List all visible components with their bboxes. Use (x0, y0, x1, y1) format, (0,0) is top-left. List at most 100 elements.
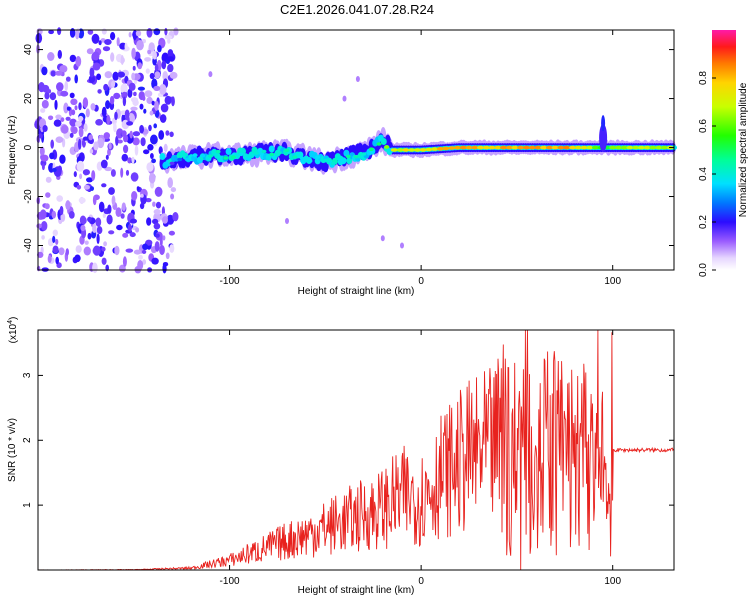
noise-speckle (60, 90, 69, 97)
noise-speckle (103, 83, 109, 91)
noise-speckle (134, 145, 139, 156)
noise-speckle (151, 158, 157, 164)
noise-speckle (101, 246, 106, 252)
noise-speckle (80, 224, 86, 232)
ridge-peak (292, 155, 298, 159)
noise-speckle (108, 142, 112, 150)
ridge-peak (511, 145, 519, 150)
noise-speckle (92, 223, 97, 233)
noise-speckle (86, 177, 93, 183)
noise-speckle (107, 148, 111, 156)
ridge-peak (246, 154, 252, 159)
noise-speckle (75, 29, 80, 40)
noise-speckle (39, 209, 47, 220)
noise-speckle (88, 134, 93, 141)
noise-speckle (50, 139, 54, 149)
noise-speckle (100, 159, 108, 169)
noise-speckle (95, 217, 102, 227)
snr-frame (37, 329, 675, 571)
noise-speckle (150, 134, 158, 145)
noise-speckle (170, 187, 177, 193)
noise-speckle (79, 173, 83, 180)
noise-speckle (50, 70, 56, 77)
noise-speckle (130, 106, 138, 111)
ridge-mid (297, 151, 304, 159)
noise-speckle (112, 71, 119, 81)
ridge-peak (546, 145, 553, 150)
noise-speckle (71, 109, 76, 116)
ridge-peak (215, 149, 221, 154)
noise-speckle (124, 109, 130, 119)
snr-xtick-label: 0 (418, 576, 424, 587)
snr-ytick-label: 2 (22, 437, 33, 443)
noise-speckle (145, 239, 153, 246)
noise-speckle (102, 46, 111, 52)
noise-speckle (147, 144, 154, 151)
ridge-peak (338, 155, 344, 160)
ridge-peak (660, 145, 668, 150)
ridge-peak (632, 145, 640, 150)
spectrogram-marks (34, 27, 677, 274)
noise-speckle (110, 169, 116, 177)
noise-speckle (83, 184, 90, 190)
noise-speckle (74, 105, 78, 111)
ridge-peak (609, 145, 617, 150)
noise-speckle (106, 214, 113, 225)
noise-speckle (148, 124, 152, 132)
noise-speckle (150, 153, 154, 159)
colorbar-tick-label: 0.0 (698, 263, 709, 277)
noise-speckle (87, 232, 92, 240)
noise-speckle (153, 85, 161, 91)
noise-speckle (137, 260, 144, 270)
noise-speckle (78, 138, 82, 150)
noise-speckle (92, 51, 100, 61)
noise-speckle (63, 102, 69, 114)
noise-speckle (153, 123, 157, 129)
noise-speckle (116, 224, 123, 231)
noise-speckle (161, 60, 167, 70)
ridge-peak (299, 156, 305, 161)
noise-speckle (84, 240, 89, 245)
snr-ylabel: SNR (10 * v/v) (7, 418, 18, 482)
noise-speckle (154, 63, 159, 72)
ridge-peak (169, 161, 175, 166)
noise-speckle (137, 62, 143, 70)
noise-speckle (66, 106, 71, 111)
noise-speckle (35, 33, 43, 44)
noise-speckle (133, 91, 137, 97)
noise-speckle (172, 212, 179, 222)
noise-speckle (49, 152, 55, 160)
snr-series-line (38, 329, 674, 571)
noise-speckle (44, 203, 50, 210)
noise-speckle (78, 197, 86, 204)
noise-speckle (120, 55, 124, 65)
ridge-peak (586, 145, 594, 150)
noise-speckle (55, 70, 63, 76)
noise-speckle (85, 108, 90, 118)
noise-speckle (149, 110, 154, 116)
noise-speckle (114, 245, 120, 256)
noise-speckle (55, 256, 59, 265)
noise-speckle (131, 47, 136, 59)
noise-speckle (110, 52, 115, 62)
noise-speckle (121, 91, 128, 99)
noise-speckle (98, 40, 102, 46)
noise-speckle (98, 201, 105, 213)
noise-speckle (145, 198, 152, 203)
ridge-peak (315, 155, 321, 159)
noise-speckle (169, 244, 175, 253)
noise-speckle (162, 235, 166, 241)
noise-speckle (131, 156, 135, 164)
noise-speckle (153, 28, 161, 36)
noise-speckle (152, 201, 156, 207)
ridge-peak (442, 146, 450, 151)
spectrogram-panel: -100 0 100 -40 -20 0 20 40 Height of straight l… (7, 27, 677, 297)
noise-speckle (56, 82, 64, 92)
spectrogram-ytick-label: -20 (23, 189, 34, 204)
snr-ticks: -100 0 100 1 2 3 (22, 330, 674, 587)
noise-speckle (165, 130, 170, 136)
noise-speckle (48, 115, 54, 121)
noise-speckle (120, 213, 125, 219)
ridge-peak (459, 145, 467, 150)
noise-speckle (162, 71, 168, 82)
